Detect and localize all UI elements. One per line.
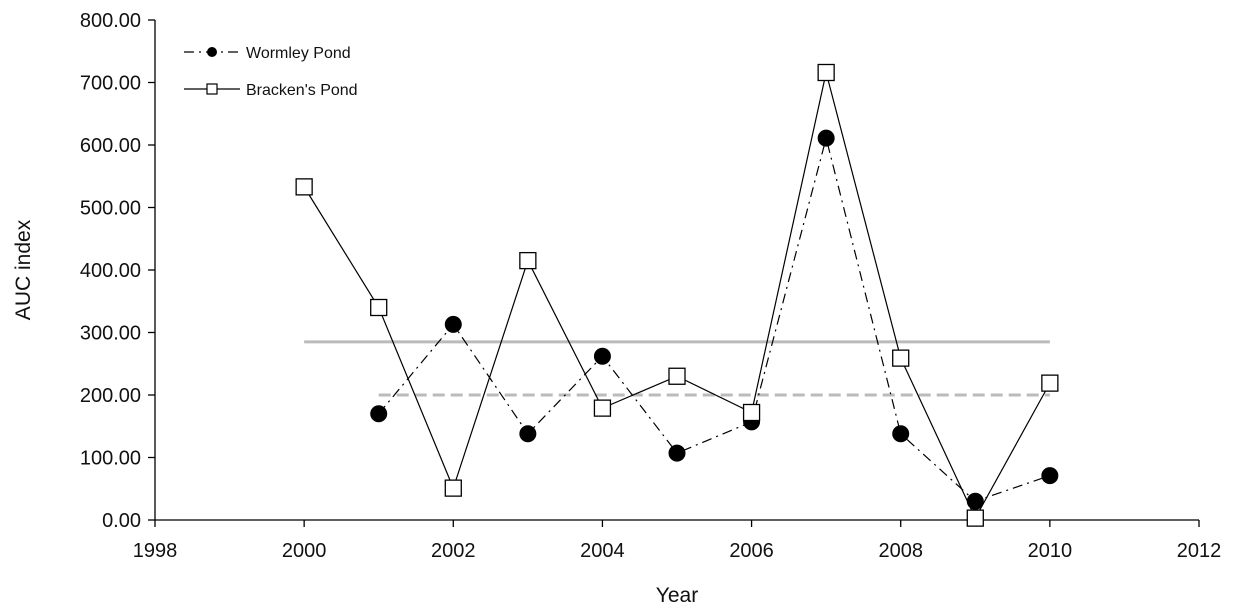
data-point: [1041, 374, 1059, 392]
data-point: [892, 349, 910, 367]
x-axis-title: Year: [656, 584, 698, 607]
legend-label: Wormley Pond: [246, 45, 351, 62]
y-tick-label: 600.00: [80, 135, 141, 157]
data-point: [519, 251, 537, 270]
series-line: [378, 137, 1051, 502]
data-point: [370, 298, 388, 317]
y-axis-title: AUC index: [12, 219, 35, 320]
data-point: [444, 479, 462, 497]
series: [295, 63, 1059, 527]
y-tick-label: 500.00: [80, 198, 141, 220]
x-tick-label: 2012: [1177, 540, 1222, 562]
data-point: [817, 129, 835, 147]
data-point: [668, 367, 686, 385]
x-tick-label: 1998: [133, 540, 178, 562]
y-tick-label: 100.00: [80, 448, 141, 470]
data-point: [593, 399, 612, 417]
y-tick-label: 700.00: [80, 73, 141, 95]
x-tick-label: 2008: [878, 540, 923, 562]
axes: 0.00 100.00 200.00 300.00 400.00 500.00 600.00…: [80, 10, 1221, 562]
x-tick-label: 2006: [729, 540, 774, 562]
data-point: [892, 425, 910, 443]
data-point: [1041, 467, 1059, 485]
data-point: [817, 63, 835, 82]
x-tick-label: 2002: [431, 540, 476, 562]
x-tick-label: 2004: [580, 540, 625, 562]
x-tick-label: 2000: [282, 540, 327, 562]
y-tick-label: 400.00: [80, 260, 141, 282]
series-brackens-pond: [295, 63, 1059, 527]
legend: Wormley Pond Bracken's Pond: [184, 45, 358, 99]
y-tick-label: 800.00: [80, 10, 141, 32]
legend-label: Bracken's Pond: [246, 82, 358, 99]
series-wormley-pond: [370, 129, 1059, 510]
legend-marker: [206, 83, 218, 95]
y-tick-label: 0.00: [102, 510, 141, 532]
y-tick-label: 200.00: [80, 385, 141, 407]
data-point: [966, 509, 984, 527]
data-point: [370, 405, 388, 423]
data-point: [742, 403, 761, 422]
legend-marker: [207, 47, 217, 57]
y-tick-label: 300.00: [80, 323, 141, 345]
data-point: [593, 347, 611, 365]
data-point: [519, 425, 537, 443]
x-tick-label: 2010: [1028, 540, 1073, 562]
data-point: [295, 178, 313, 196]
data-point: [668, 444, 686, 462]
data-point: [444, 315, 462, 333]
